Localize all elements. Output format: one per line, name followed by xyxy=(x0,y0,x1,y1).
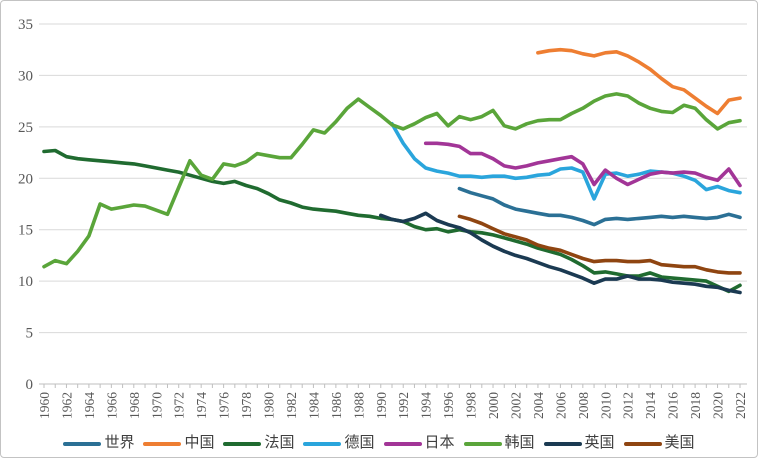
legend-item-china: 中国 xyxy=(143,436,214,451)
chart-legend: 世界 中国 法国 德国 日本 韩国 英国 美国 xyxy=(1,436,757,451)
x-tick-label: 2014 xyxy=(643,392,658,419)
legend-item-usa: 美国 xyxy=(623,435,695,451)
series-line-usa xyxy=(457,214,742,275)
x-tick-label: 2020 xyxy=(711,392,726,419)
legend-label-world: 世界 xyxy=(104,435,135,451)
x-tick-label: 1994 xyxy=(419,392,434,419)
y-tick-label: 30 xyxy=(18,68,33,84)
y-tick-label: 20 xyxy=(18,171,33,187)
legend-item-korea: 韩国 xyxy=(463,435,535,451)
legend-label-china: 中国 xyxy=(184,435,215,451)
x-tick-label: 1980 xyxy=(262,392,277,419)
x-tick-label: 1970 xyxy=(149,392,164,419)
y-tick-label: 25 xyxy=(18,120,33,136)
legend-label-france: 法国 xyxy=(264,435,295,451)
x-tick-label: 2002 xyxy=(508,392,523,419)
x-tick-label: 1996 xyxy=(441,392,456,419)
legend-item-france: 法国 xyxy=(223,436,294,451)
x-tick-label: 2006 xyxy=(553,392,568,419)
x-tick-label: 2008 xyxy=(576,392,591,419)
x-tick-label: 1974 xyxy=(194,392,209,419)
series-line-uk xyxy=(378,211,742,295)
x-tick-label: 2018 xyxy=(688,392,703,419)
series-line-china xyxy=(536,47,742,116)
legend-label-usa: 美国 xyxy=(664,435,695,451)
x-tick-label: 1978 xyxy=(239,392,254,419)
legend-swatch-japan xyxy=(383,441,422,446)
legend-swatch-korea xyxy=(463,441,502,446)
x-tick-label: 2004 xyxy=(531,392,546,419)
legend-item-uk: 英国 xyxy=(543,435,615,451)
line-chart: 0 5 10 15 20 25 30 35 1960 1962 1964 1966 1968 1970 19… xyxy=(18,17,748,419)
legend-label-uk: 英国 xyxy=(584,435,615,451)
x-tick-label: 1990 xyxy=(374,392,389,419)
x-tick-label: 1964 xyxy=(82,392,97,419)
legend-swatch-china xyxy=(143,441,182,446)
x-tick-label: 1960 xyxy=(37,392,52,419)
legend-label-germany: 德国 xyxy=(344,435,375,451)
y-tick-label: 35 xyxy=(18,17,33,33)
y-tick-label: 10 xyxy=(18,274,33,290)
legend-swatch-usa xyxy=(623,441,662,446)
x-tick-label: 1986 xyxy=(329,392,344,419)
series-line-world xyxy=(457,186,742,227)
x-tick-label: 2000 xyxy=(486,392,501,419)
x-tick-label: 2012 xyxy=(621,392,636,419)
legend-swatch-uk xyxy=(543,441,582,446)
x-tick-label: 2022 xyxy=(733,392,748,419)
series-line-korea xyxy=(42,92,742,269)
series-line-germany xyxy=(390,122,742,201)
legend-swatch-world xyxy=(63,441,102,446)
x-tick-label: 1988 xyxy=(351,392,366,419)
legend-swatch-germany xyxy=(303,441,342,446)
legend-swatch-france xyxy=(223,441,262,446)
series-line-japan xyxy=(423,141,742,188)
x-tick-label: 1972 xyxy=(172,392,187,419)
y-tick-label: 5 xyxy=(26,326,34,342)
legend-label-japan: 日本 xyxy=(424,435,455,451)
legend-item-japan: 日本 xyxy=(383,435,455,451)
x-tick-label: 1962 xyxy=(59,392,74,419)
legend-label-korea: 韩国 xyxy=(504,435,535,451)
y-tick-label: 15 xyxy=(18,223,33,239)
x-tick-label: 1968 xyxy=(127,392,142,419)
x-tick-label: 1976 xyxy=(217,392,232,419)
x-tick-label: 1998 xyxy=(464,392,479,419)
x-tick-label: 1966 xyxy=(104,392,119,419)
x-tick-label: 1982 xyxy=(284,392,299,419)
legend-item-germany: 德国 xyxy=(303,435,375,451)
x-tick-label: 2010 xyxy=(598,392,613,419)
x-tick-label: 2016 xyxy=(666,392,681,419)
x-tick-label: 1984 xyxy=(306,392,321,419)
y-tick-label: 0 xyxy=(26,377,34,393)
legend-item-world: 世界 xyxy=(63,436,134,451)
x-tick-label: 1992 xyxy=(396,392,411,419)
